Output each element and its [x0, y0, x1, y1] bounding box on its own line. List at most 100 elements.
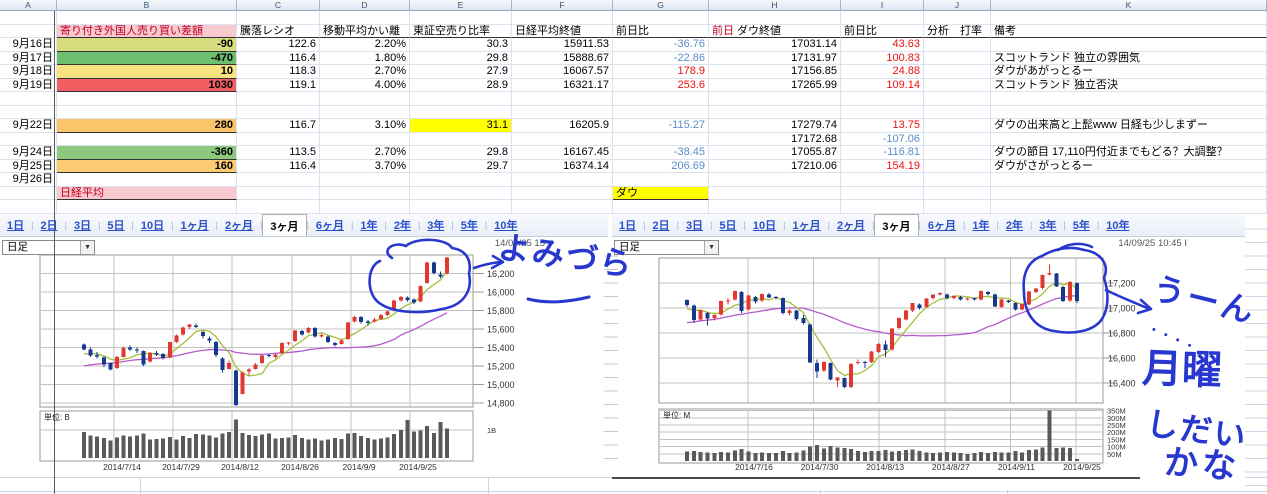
sheet-cell[interactable]: [410, 186, 512, 200]
sheet-cell[interactable]: [924, 11, 991, 25]
sheet-cell[interactable]: 116.4: [237, 159, 320, 173]
sheet-cell[interactable]: 178.9: [613, 65, 709, 79]
sheet-cell[interactable]: 備考: [991, 24, 1267, 38]
sheet-cell[interactable]: 17279.74: [709, 119, 841, 133]
sheet-cell[interactable]: 17131.97: [709, 51, 841, 65]
column-letter-G[interactable]: G: [613, 0, 709, 11]
tab-period-3年[interactable]: 3年: [1039, 220, 1057, 232]
sheet-cell[interactable]: -116.81: [841, 146, 924, 160]
sheet-cell[interactable]: [613, 92, 709, 106]
column-letter-A[interactable]: A: [0, 0, 57, 11]
sheet-cell[interactable]: [991, 105, 1267, 119]
sheet-cell[interactable]: [613, 200, 709, 214]
tab-period-10年[interactable]: 10年: [494, 220, 518, 232]
sheet-cell[interactable]: 17210.06: [709, 159, 841, 173]
sheet-cell[interactable]: [410, 132, 512, 146]
sheet-cell[interactable]: 9月18日: [0, 65, 57, 79]
tab-period-5年[interactable]: 5年: [460, 220, 478, 232]
sheet-cell[interactable]: ダウの節目 17,110円付近までもどる？大調整？: [991, 146, 1267, 160]
sheet-cell[interactable]: [924, 105, 991, 119]
sheet-cell[interactable]: [709, 11, 841, 25]
sheet-cell[interactable]: [410, 200, 512, 214]
sheet-cell[interactable]: 9月16日: [0, 38, 57, 52]
sheet-cell[interactable]: 28.9: [410, 78, 512, 92]
sheet-cell[interactable]: [320, 92, 410, 106]
sheet-cell[interactable]: 17031.14: [709, 38, 841, 52]
sheet-cell[interactable]: [410, 105, 512, 119]
sheet-cell[interactable]: [924, 119, 991, 133]
sheet-cell[interactable]: [0, 200, 57, 214]
sheet-cell[interactable]: [709, 186, 841, 200]
tab-period-3年[interactable]: 3年: [427, 220, 445, 232]
sheet-cell[interactable]: 10: [57, 65, 237, 79]
sheet-cell[interactable]: 前日比: [613, 24, 709, 38]
sheet-cell[interactable]: 16321.17: [512, 78, 613, 92]
sheet-cell[interactable]: [991, 132, 1267, 146]
tab-period-3ヶ月[interactable]: 3ヶ月: [874, 214, 919, 236]
sheet-cell[interactable]: [613, 105, 709, 119]
chart-interval-dropdown-nikkei[interactable]: 日足 ▼: [2, 240, 95, 255]
sheet-cell[interactable]: 日経平均: [57, 186, 237, 200]
sheet-cell[interactable]: 100.83: [841, 51, 924, 65]
tab-period-3日[interactable]: 3日: [73, 220, 92, 232]
sheet-cell[interactable]: [237, 200, 320, 214]
sheet-cell[interactable]: -22.86: [613, 51, 709, 65]
sheet-cell[interactable]: [924, 132, 991, 146]
sheet-cell[interactable]: [924, 173, 991, 187]
sheet-cell[interactable]: 2.70%: [320, 65, 410, 79]
sheet-cell[interactable]: [841, 11, 924, 25]
sheet-cell[interactable]: [0, 11, 57, 25]
sheet-cell[interactable]: [0, 186, 57, 200]
sheet-cell[interactable]: 騰落レシオ: [237, 24, 320, 38]
tab-period-1年[interactable]: 1年: [360, 220, 378, 232]
sheet-cell[interactable]: [924, 51, 991, 65]
sheet-cell[interactable]: 16205.9: [512, 119, 613, 133]
tab-period-2日[interactable]: 2日: [40, 220, 58, 232]
sheet-cell[interactable]: 15888.67: [512, 51, 613, 65]
sheet-cell[interactable]: [237, 132, 320, 146]
column-letter-I[interactable]: I: [841, 0, 924, 11]
sheet-cell[interactable]: -470: [57, 51, 237, 65]
sheet-cell[interactable]: [57, 200, 237, 214]
sheet-cell[interactable]: 9月25日: [0, 159, 57, 173]
sheet-cell[interactable]: [237, 105, 320, 119]
sheet-cell[interactable]: [320, 132, 410, 146]
sheet-cell[interactable]: [709, 200, 841, 214]
sheet-cell[interactable]: [841, 186, 924, 200]
sheet-cell[interactable]: [991, 38, 1267, 52]
tab-period-1日[interactable]: 1日: [7, 220, 25, 232]
chart-interval-dropdown-dow[interactable]: 日足 ▼: [614, 240, 719, 255]
sheet-cell[interactable]: ダウの出来高と上髭www 日経も少しまずー: [991, 119, 1267, 133]
sheet-cell[interactable]: [320, 173, 410, 187]
sheet-cell[interactable]: 16067.57: [512, 65, 613, 79]
sheet-cell[interactable]: [924, 65, 991, 79]
sheet-cell[interactable]: [512, 132, 613, 146]
sheet-cell[interactable]: ダウ: [613, 186, 709, 200]
sheet-cell[interactable]: 前日 ダウ終値: [709, 24, 841, 38]
tab-period-1ヶ月[interactable]: 1ヶ月: [180, 220, 209, 232]
sheet-cell[interactable]: [0, 105, 57, 119]
tab-period-5日[interactable]: 5日: [719, 220, 737, 232]
sheet-cell[interactable]: 9月24日: [0, 146, 57, 160]
sheet-cell[interactable]: 日経平均終値: [512, 24, 613, 38]
tab-period-10年[interactable]: 10年: [1106, 220, 1130, 232]
sheet-cell[interactable]: [57, 105, 237, 119]
sheet-cell[interactable]: [512, 173, 613, 187]
sheet-cell[interactable]: 1.80%: [320, 51, 410, 65]
tab-period-1ヶ月[interactable]: 1ヶ月: [792, 220, 821, 232]
tab-period-2年[interactable]: 2年: [1005, 220, 1023, 232]
sheet-cell[interactable]: 30.3: [410, 38, 512, 52]
sheet-cell[interactable]: スコットランド 独立否決: [991, 78, 1267, 92]
column-letter-F[interactable]: F: [512, 0, 613, 11]
tab-period-10日[interactable]: 10日: [752, 220, 777, 232]
sheet-cell[interactable]: 119.1: [237, 78, 320, 92]
column-letter-D[interactable]: D: [320, 0, 410, 11]
sheet-cell[interactable]: 17172.68: [709, 132, 841, 146]
sheet-cell[interactable]: [991, 200, 1267, 214]
tab-period-2ヶ月[interactable]: 2ヶ月: [836, 220, 866, 232]
sheet-cell[interactable]: 113.5: [237, 146, 320, 160]
sheet-cell[interactable]: 2.20%: [320, 38, 410, 52]
sheet-cell[interactable]: [0, 24, 57, 38]
column-letter-C[interactable]: C: [237, 0, 320, 11]
sheet-cell[interactable]: -107.06: [841, 132, 924, 146]
